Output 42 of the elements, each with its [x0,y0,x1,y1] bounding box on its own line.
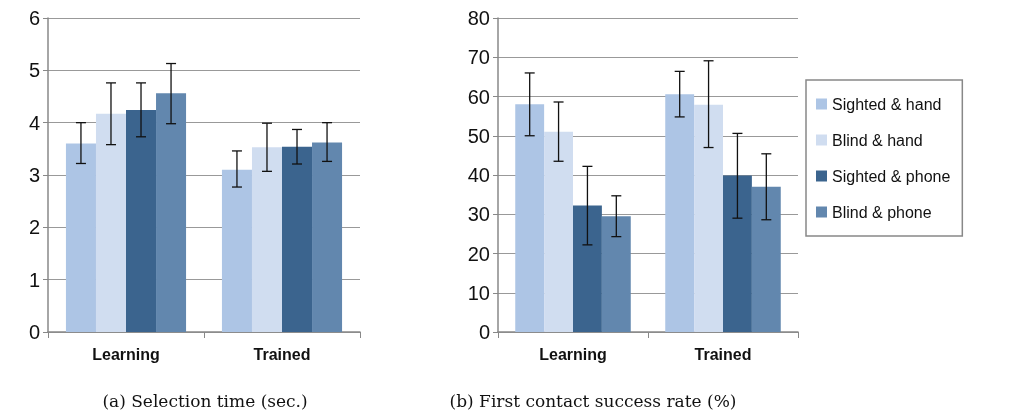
bar [665,94,695,332]
x-tick-label: Trained [253,345,311,363]
bar [544,131,573,332]
bar [221,169,252,332]
y-tick-label: 0 [478,321,490,343]
y-tick-label: 40 [467,164,490,186]
bar [251,147,282,332]
x-tick-label: Learning [92,345,160,363]
y-tick-label: 2 [28,216,40,239]
y-tick-label: 30 [467,203,490,226]
bar [723,175,752,332]
y-tick-label: 60 [467,85,490,108]
bar [282,146,313,332]
text: (a) Selection time (sec.) [102,390,308,411]
bar [601,216,631,332]
y-tick-label: 3 [28,164,40,186]
bar [515,104,545,332]
bar [751,186,781,332]
y-tick-label: 50 [467,124,490,147]
x-tick-label: Learning [539,345,607,363]
bar [694,104,723,332]
y-tick-label: 4 [28,111,40,134]
y-tick-label: 20 [467,242,490,265]
bar [312,142,343,332]
legend-label: Blind & hand [832,131,923,149]
bar [65,143,96,332]
legend-label: Sighted & hand [832,95,942,113]
bar [573,205,602,332]
x-tick-label: Trained [694,345,752,363]
legend-label: Sighted & phone [832,167,951,185]
y-tick-label: 1 [28,268,40,291]
y-tick-label: 80 [467,7,490,29]
bar [95,113,126,332]
y-tick-label: 70 [467,46,490,69]
y-tick-label: 0 [28,321,40,343]
y-tick-label: 5 [28,59,40,82]
y-tick-label: 10 [467,281,490,304]
bar [126,110,157,332]
text: (b) First contact success rate (%) [449,390,737,411]
bar [156,93,187,332]
legend-label: Blind & phone [832,203,932,221]
y-tick-label: 6 [28,7,40,29]
